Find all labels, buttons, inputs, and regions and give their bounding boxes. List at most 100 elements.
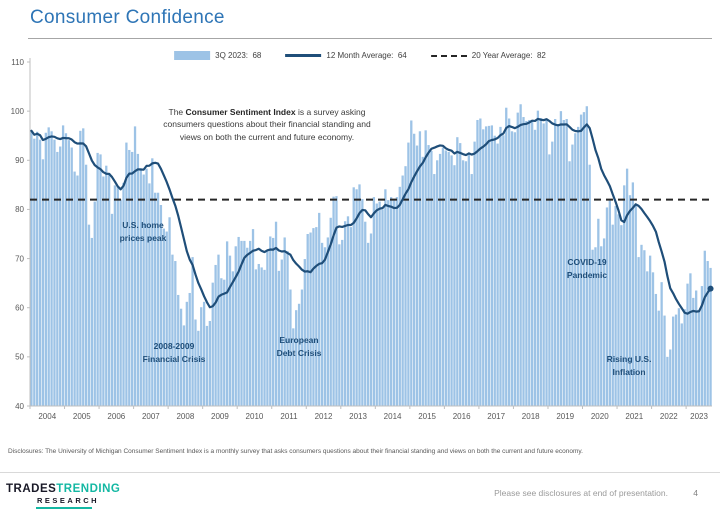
bar [36, 131, 39, 406]
bar [375, 203, 378, 406]
bar [96, 152, 99, 406]
bar [594, 247, 597, 406]
bar [536, 110, 540, 407]
y-tick-label: 40 [15, 402, 24, 411]
bar [646, 271, 649, 406]
bar [551, 141, 554, 407]
bar [413, 133, 416, 406]
x-tick-label: 2017 [487, 412, 505, 421]
legend-bar-label: 3Q 2023: 68 [215, 51, 262, 60]
bar [59, 146, 62, 406]
bar [628, 195, 632, 406]
bar [554, 119, 557, 406]
logo-underline [36, 507, 92, 509]
bar [663, 315, 666, 406]
bar [640, 244, 643, 406]
bar [556, 124, 560, 407]
bar [237, 236, 240, 406]
y-tick-label: 100 [11, 107, 25, 116]
x-tick-label: 2010 [246, 412, 264, 421]
bar [332, 196, 335, 406]
bar [464, 161, 468, 406]
bar [418, 131, 422, 406]
bar [188, 292, 191, 406]
x-tick-label: 2016 [453, 412, 471, 421]
bar [246, 247, 249, 406]
bar [320, 242, 324, 406]
bar [341, 239, 344, 406]
bar [185, 301, 188, 406]
logo-trending-text: TRENDING [56, 483, 121, 495]
bar [666, 356, 669, 406]
bar [297, 303, 301, 406]
bar [620, 225, 623, 406]
bar [389, 197, 393, 406]
bar [623, 185, 626, 406]
bar [378, 201, 381, 406]
bar-series [30, 104, 712, 407]
bar [234, 246, 237, 406]
legend-item-bar: 3Q 2023: 68 [174, 51, 261, 60]
bar [430, 150, 433, 406]
bar [407, 142, 410, 406]
bar [366, 242, 370, 406]
bar [648, 255, 652, 406]
description-bold: Consumer Sentiment Index [185, 107, 296, 117]
x-tick-label: 2012 [315, 412, 333, 421]
bar [50, 131, 53, 406]
bar [706, 261, 709, 406]
bar [568, 161, 571, 406]
bar [657, 310, 660, 406]
x-tick-label: 2004 [38, 412, 56, 421]
bar [539, 118, 542, 407]
bar [565, 119, 568, 406]
bar [107, 173, 111, 406]
legend-item-line: 12 Month Average: 64 [285, 51, 407, 60]
legend-line-label: 12 Month Average: 64 [326, 51, 407, 60]
bar [44, 132, 47, 406]
bar [274, 221, 278, 406]
bar [128, 149, 131, 406]
x-tick-label: 2008 [176, 412, 194, 421]
bar [415, 145, 419, 406]
bar [240, 240, 243, 406]
description-suffix: is a survey asking consumers questions a… [163, 107, 371, 142]
bar [467, 154, 470, 406]
bar [444, 150, 447, 406]
bar [179, 308, 183, 406]
bar [38, 139, 42, 406]
bar [427, 145, 430, 407]
y-tick-label: 80 [15, 205, 24, 214]
bar [217, 254, 220, 406]
annotation-covid-pandemic: COVID-19 Pandemic [566, 257, 608, 280]
bar [122, 182, 125, 406]
bar [223, 279, 226, 406]
bar [591, 249, 594, 406]
bar [571, 144, 574, 406]
bar [637, 257, 640, 406]
bar [225, 241, 229, 406]
disclosure-text: Disclosures: The University of Michigan … [8, 448, 583, 455]
title-divider [28, 38, 712, 39]
bar [522, 117, 525, 406]
bar [358, 184, 361, 406]
bar [611, 224, 614, 406]
bar [545, 119, 548, 406]
bar [346, 216, 350, 406]
bar [309, 232, 312, 406]
bar [459, 143, 462, 406]
bar [470, 174, 473, 406]
bar [490, 125, 494, 406]
bar [272, 237, 275, 406]
bar [686, 283, 689, 406]
bar [654, 293, 658, 406]
company-logo: TRADESTRENDING RESEARCH [6, 483, 120, 509]
bar [510, 131, 514, 406]
bar [139, 168, 142, 406]
bar [502, 135, 505, 406]
bar [174, 261, 177, 406]
bar [634, 203, 637, 406]
x-tick-label: 2007 [142, 412, 160, 421]
bar [513, 132, 517, 406]
bar [392, 200, 396, 406]
